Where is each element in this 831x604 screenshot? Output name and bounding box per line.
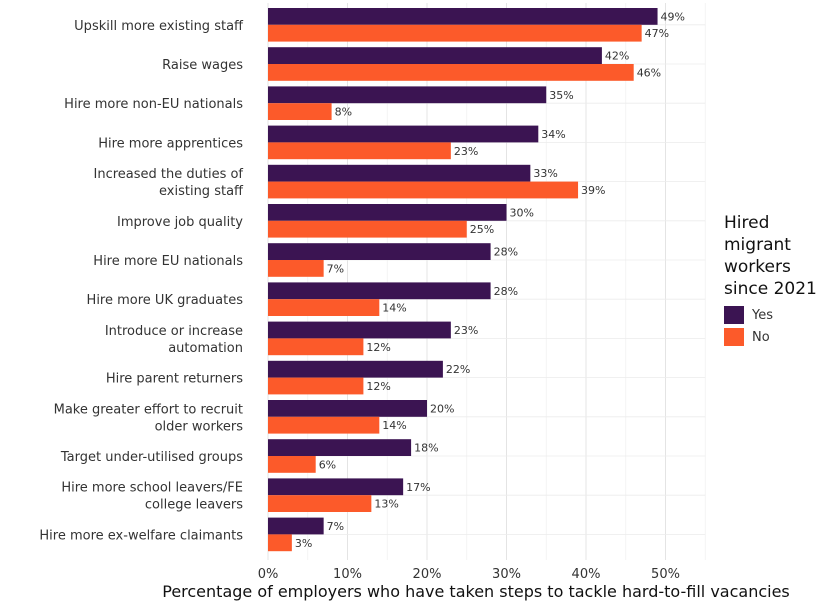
data-label-yes: 49% xyxy=(661,10,685,23)
category-label: automation xyxy=(168,341,243,356)
bar-no xyxy=(268,24,642,42)
bar-yes xyxy=(268,478,404,496)
data-label-no: 23% xyxy=(454,145,478,158)
data-label-no: 12% xyxy=(366,380,390,393)
category-label: college leavers xyxy=(145,498,243,513)
category-label: older workers xyxy=(155,419,244,434)
bar-no xyxy=(268,416,380,434)
x-tick-label: 30% xyxy=(492,567,521,582)
category-labels: Upskill more existing staff Raise wages Hi… xyxy=(39,19,244,544)
category-label: Hire parent returners xyxy=(106,372,243,387)
bar-no xyxy=(268,142,451,160)
data-label-no: 14% xyxy=(382,419,406,432)
data-label-yes: 18% xyxy=(414,442,438,455)
category-label: Hire more school leavers/FE xyxy=(61,481,243,496)
data-label-yes: 17% xyxy=(406,481,430,494)
category-label: existing staff xyxy=(159,184,244,199)
category-label: Make greater effort to recruit xyxy=(54,402,243,417)
bars: 49%47%42%46%35%8%34%23%33%39%30%25%28%7%… xyxy=(268,8,685,552)
bar-no xyxy=(268,377,364,395)
x-tick-label: 40% xyxy=(572,567,601,582)
x-tick-label: 20% xyxy=(413,567,442,582)
bar-yes xyxy=(268,204,507,221)
data-label-yes: 20% xyxy=(430,402,454,415)
x-tick-labels: 0% 10% 20% 30% 40% 50% xyxy=(258,567,680,582)
bar-no xyxy=(268,456,316,473)
bar-yes xyxy=(268,243,491,260)
category-label: Introduce or increase xyxy=(105,324,243,339)
bar-yes xyxy=(268,321,451,339)
data-label-no: 12% xyxy=(366,341,390,354)
data-label-yes: 35% xyxy=(549,89,573,102)
bar-yes xyxy=(268,164,531,182)
x-tick-label: 10% xyxy=(333,567,362,582)
category-label: Improve job quality xyxy=(117,215,243,230)
data-label-yes: 7% xyxy=(327,520,344,533)
x-axis-title: Percentage of employers who have taken s… xyxy=(162,582,790,601)
legend: Hired migrant workers since 2021 Yes No xyxy=(724,212,817,348)
data-label-yes: 33% xyxy=(533,167,557,180)
bar-no xyxy=(268,103,332,120)
data-label-no: 14% xyxy=(382,302,406,315)
legend-label: Yes xyxy=(752,307,773,323)
data-label-yes: 42% xyxy=(605,50,629,63)
data-label-yes: 30% xyxy=(510,206,534,219)
bar-yes xyxy=(268,360,443,378)
bar-no xyxy=(268,220,467,238)
data-label-no: 8% xyxy=(335,106,352,119)
bar-yes xyxy=(268,86,547,104)
bar-yes xyxy=(268,439,412,456)
data-label-yes: 28% xyxy=(494,246,518,259)
x-tick-label: 0% xyxy=(258,567,279,582)
legend-item-no: No xyxy=(724,326,817,348)
data-label-no: 6% xyxy=(319,458,336,471)
category-label: Hire more EU nationals xyxy=(93,254,243,269)
bar-no xyxy=(268,64,634,81)
bar-no xyxy=(268,338,364,356)
category-label: Raise wages xyxy=(162,58,243,73)
bar-no xyxy=(268,495,372,512)
bar-no xyxy=(268,299,380,316)
data-label-yes: 22% xyxy=(446,363,470,376)
category-label: Hire more ex-welfare claimants xyxy=(39,528,243,543)
data-label-no: 39% xyxy=(581,184,605,197)
bar-yes xyxy=(268,400,427,417)
data-label-yes: 23% xyxy=(454,324,478,337)
bar-yes xyxy=(268,125,539,143)
data-label-yes: 34% xyxy=(541,128,565,141)
bar-no xyxy=(268,260,324,277)
x-tick-label: 50% xyxy=(651,567,680,582)
category-label: Hire more non-EU nationals xyxy=(64,97,243,112)
bar-no xyxy=(268,181,579,199)
legend-title: Hired migrant workers since 2021 xyxy=(724,213,817,299)
category-label: Target under-utilised groups xyxy=(60,450,243,465)
category-label: Hire more apprentices xyxy=(98,136,243,151)
category-label: Upskill more existing staff xyxy=(74,19,244,34)
bar-yes xyxy=(268,517,324,535)
data-label-yes: 28% xyxy=(494,285,518,298)
data-label-no: 3% xyxy=(295,537,312,550)
bar-yes xyxy=(268,8,658,25)
category-label: Increased the duties of xyxy=(94,167,244,182)
bar-yes xyxy=(268,282,491,300)
category-label: Hire more UK graduates xyxy=(87,293,244,308)
bar-no xyxy=(268,534,292,552)
legend-swatch xyxy=(724,328,744,346)
data-label-no: 47% xyxy=(645,27,669,40)
data-label-no: 25% xyxy=(470,223,494,236)
legend-swatch xyxy=(724,306,744,324)
data-label-no: 46% xyxy=(637,66,661,79)
data-label-no: 13% xyxy=(374,498,398,511)
legend-label: No xyxy=(752,329,770,345)
legend-item-yes: Yes xyxy=(724,304,817,326)
bar-yes xyxy=(268,47,602,64)
data-label-no: 7% xyxy=(327,262,344,275)
